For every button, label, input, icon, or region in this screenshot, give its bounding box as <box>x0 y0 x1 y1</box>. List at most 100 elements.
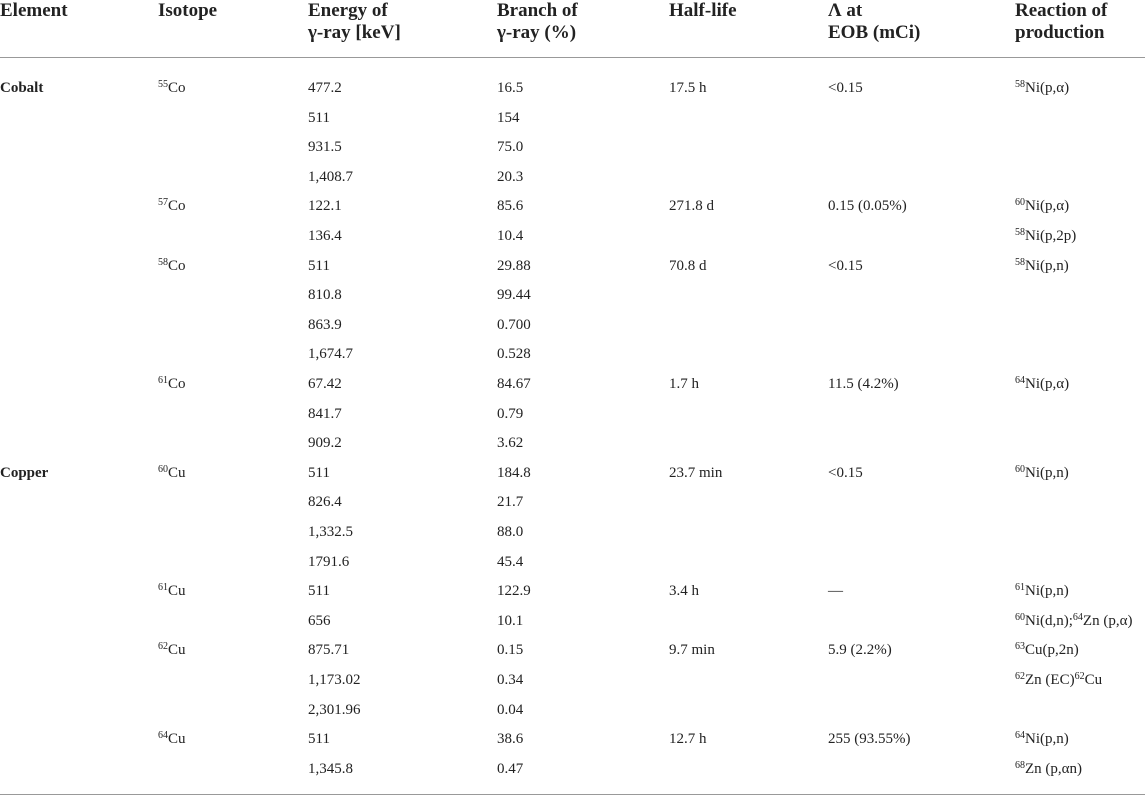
cell: <0.15 <box>828 80 863 96</box>
cell: 271.8 d <box>669 198 714 215</box>
cell: 70.8 d <box>669 257 707 274</box>
cell: 62Cu <box>158 641 186 659</box>
cell: 45.4 <box>497 553 524 570</box>
superscript: 60 <box>158 463 168 475</box>
cell: 20.3 <box>497 168 524 185</box>
cell-text: Ni(p,2p) <box>1025 228 1077 244</box>
cell: 9.7 min <box>669 642 715 659</box>
cell: 11.5 (4.2%) <box>828 376 899 392</box>
cell: 60Ni(p,n) <box>1015 464 1069 482</box>
column-header: γ-ray (%) <box>497 22 577 43</box>
cell-text: Cu <box>168 583 186 600</box>
cell: 122.9 <box>497 583 531 600</box>
superscript: 58 <box>158 256 168 268</box>
cell: 84.67 <box>497 376 531 392</box>
cell-text: Co <box>168 376 186 392</box>
cell: 38.6 <box>497 731 524 748</box>
cell-text: Cu <box>168 642 186 659</box>
superscript: 63 <box>1015 641 1025 653</box>
cell: 477.2 <box>308 80 342 96</box>
cell: 1,173.02 <box>308 672 361 688</box>
superscript: 64 <box>158 730 168 742</box>
cell-text: Ni(p,n) <box>1025 257 1069 274</box>
cell: 58Ni(p,α) <box>1015 79 1069 97</box>
cell: <0.15 <box>828 464 863 481</box>
cell: 68Zn (p,αn) <box>1015 760 1082 778</box>
header-rule <box>0 57 1145 58</box>
cell: 55Co <box>158 79 186 97</box>
cell: 3.62 <box>497 435 524 452</box>
superscript: 68 <box>1015 759 1025 771</box>
cell: 60Cu <box>158 464 186 482</box>
cell: 511 <box>308 731 330 748</box>
cell: 88.0 <box>497 524 524 540</box>
cell: 909.2 <box>308 435 342 452</box>
superscript: 64 <box>1072 611 1083 623</box>
column-header: Element <box>0 0 68 21</box>
column-header: Λ at <box>828 0 863 21</box>
cell: 61Ni(p,n) <box>1015 582 1069 600</box>
cell-text: Co <box>168 80 186 96</box>
superscript: 62 <box>158 641 168 653</box>
cell: 63Cu(p,2n) <box>1015 641 1079 659</box>
cell: 875.71 <box>308 642 350 659</box>
cell-text: Ni(d,n); <box>1025 612 1073 629</box>
bottom-rule <box>0 794 1145 795</box>
cell: 1,408.7 <box>308 168 353 185</box>
cell-text: Cu(p,2n) <box>1025 642 1079 659</box>
cell: 99.44 <box>497 287 531 304</box>
cell: 23.7 min <box>669 464 723 481</box>
cell: 154 <box>497 109 520 126</box>
cell: 10.4 <box>497 228 524 244</box>
cell: 0.34 <box>497 672 524 688</box>
cell-text: Zn (p,αn) <box>1025 760 1083 777</box>
cell: 511 <box>308 257 330 274</box>
cell: 64Ni(p,n) <box>1015 730 1069 748</box>
cell: 136.4 <box>308 228 342 244</box>
cell: 75.0 <box>497 139 524 156</box>
cell: 58Ni(p,n) <box>1015 257 1069 275</box>
cell: 0.15 <box>497 642 524 659</box>
cell: 0.04 <box>497 701 524 718</box>
cell-text: Cu <box>1084 672 1103 688</box>
cell-text: Co <box>168 198 186 215</box>
cell: 3.4 h <box>669 583 699 600</box>
column-header: EOB (mCi) <box>828 22 921 43</box>
cell: 0.15 (0.05%) <box>828 198 907 215</box>
cell-text: Ni(p,α) <box>1025 198 1070 215</box>
cell: 826.4 <box>308 494 342 511</box>
superscript: 64 <box>1015 730 1025 742</box>
cell-text: Ni(p,n) <box>1025 464 1069 481</box>
superscript: 62 <box>1015 671 1025 682</box>
superscript: 60 <box>1015 463 1025 475</box>
cell-text: Zn (p,α) <box>1082 612 1133 629</box>
cell: 5.9 (2.2%) <box>828 642 892 659</box>
cell: 1,345.8 <box>308 760 353 777</box>
column-header: Energy of <box>308 0 388 21</box>
cell: 17.5 h <box>669 80 707 96</box>
cell: <0.15 <box>828 257 863 274</box>
cell: 57Co <box>158 197 186 215</box>
cell: 511 <box>308 109 330 126</box>
cell: 656 <box>308 612 331 629</box>
cell: 0.528 <box>497 346 531 363</box>
superscript: 57 <box>158 197 168 209</box>
cell: 1,674.7 <box>308 346 353 363</box>
superscript: 61 <box>158 375 168 386</box>
cell: 931.5 <box>308 139 342 156</box>
cell: 511 <box>308 583 330 600</box>
element-name: Copper <box>0 464 49 481</box>
cell-text: Ni(p,n) <box>1025 731 1069 748</box>
column-header: Isotope <box>158 0 218 21</box>
cell: 61Co <box>158 375 186 393</box>
cell: 1.7 h <box>669 376 699 392</box>
cell: 511 <box>308 464 330 481</box>
cell: 61Cu <box>158 582 186 600</box>
column-header: production <box>1015 22 1105 43</box>
superscript: 58 <box>1015 227 1025 238</box>
column-header: Half-life <box>669 0 737 21</box>
superscript: 58 <box>1015 79 1025 90</box>
cell: 16.5 <box>497 80 524 96</box>
cell: 122.1 <box>308 198 342 215</box>
